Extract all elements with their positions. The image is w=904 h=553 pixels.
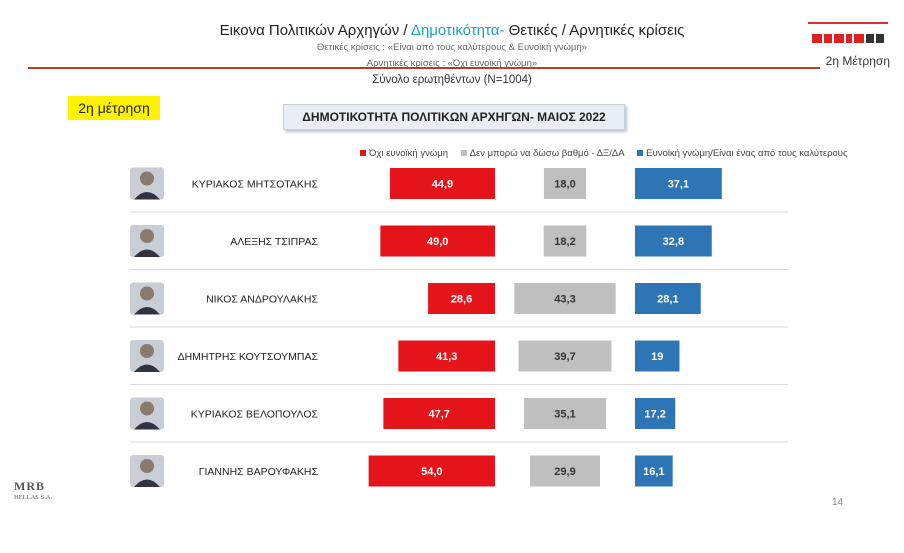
measurement-label: 2η Μέτρηση — [825, 54, 890, 68]
subtitle-positive: Θετικές κρίσεις : «Είναι από τους καλύτε… — [317, 42, 587, 53]
bar-negative — [380, 225, 495, 257]
bar-negative — [389, 168, 495, 199]
bar-neutral — [518, 340, 612, 372]
mrb-logo-subtext: HELLAS S.A. — [14, 494, 53, 501]
bar-neutral — [514, 283, 616, 314]
category-label: ΚΥΡΙΑΚΟΣ ΒΕΛΟΠΟΥΛΟΣ — [191, 409, 319, 421]
measurement-badge: 2η μέτρηση — [68, 96, 160, 120]
category-label: ΑΛΕΞΗΣ ΤΣΙΠΡΑΣ — [230, 236, 318, 248]
legend-label: Ευνοϊκή γνώμη/Είναι ένας από τους καλύτε… — [646, 148, 848, 159]
bar-positive — [635, 340, 680, 372]
page-title: Εικονα Πολιτικών Αρχηγών / Δημοτικότητα-… — [219, 22, 685, 39]
bar-neutral — [543, 225, 587, 257]
bar-positive — [635, 168, 722, 199]
data-label: 32,8 — [663, 236, 684, 248]
politician-avatar — [130, 397, 164, 430]
data-label: 37,1 — [668, 179, 689, 191]
legend-item-neutral: Δεν μπορώ να δώσω βαθμό - ΔΞ/ΔΑ — [460, 148, 625, 159]
politician-avatar — [130, 282, 164, 315]
bar-negative — [383, 398, 495, 429]
legend-item-negative: Όχι ευνοϊκή γνώμη — [360, 148, 448, 159]
politician-avatar — [130, 225, 164, 257]
chart-title: ΔΗΜΟΤΙΚΟΤΗΤΑ ΠΟΛΙΤΙΚΩΝ ΑΡΧΗΓΩΝ- ΜΑΙΟΣ 20… — [283, 104, 625, 130]
bar-negative — [428, 283, 495, 314]
bar-negative — [398, 340, 495, 372]
bar-negative — [368, 455, 495, 487]
legend-label: Δεν μπορώ να δώσω βαθμό - ΔΞ/ΔΑ — [469, 148, 625, 159]
data-label: 29,9 — [554, 466, 575, 478]
data-label: 28,1 — [657, 294, 678, 306]
data-label: 43,3 — [554, 294, 575, 306]
category-label: ΚΥΡΙΑΚΟΣ ΜΗΤΣΟΤΑΚΗΣ — [192, 179, 319, 191]
bar-positive — [635, 283, 701, 314]
legend-swatch-negative — [360, 150, 366, 157]
data-label: 41,3 — [436, 351, 457, 363]
mrb-logo: MRB HELLAS S.A. — [14, 479, 58, 501]
data-label: 18,0 — [554, 179, 575, 191]
category-label: ΝΙΚΟΣ ΑΝΔΡΟΥΛΑΚΗΣ — [206, 294, 318, 306]
bar-positive — [635, 398, 676, 429]
category-label: ΓΙΑΝΝΗΣ ΒΑΡΟΥΦΑΚΗΣ — [199, 466, 319, 478]
legend-swatch-neutral — [460, 150, 467, 157]
data-label: 44,9 — [432, 179, 453, 191]
legend-item-positive: Ευνοϊκή γνώμη/Είναι ένας από τους καλύτε… — [637, 148, 848, 159]
bar-neutral — [530, 455, 600, 487]
bar-positive — [635, 455, 673, 487]
politician-avatar — [130, 167, 164, 200]
data-label: 39,7 — [554, 351, 575, 363]
data-label: 16,1 — [643, 466, 664, 478]
data-label: 28,6 — [451, 294, 472, 306]
bar-neutral — [543, 168, 587, 199]
category-label: ΔΗΜΗΤΡΗΣ ΚΟΥΤΣΟΥΜΠΑΣ — [178, 351, 319, 363]
mrb-logo-text: MRB — [14, 479, 45, 493]
legend-label: Όχι ευνοϊκή γνώμη — [369, 148, 449, 159]
logo-rule — [808, 22, 888, 24]
sample-size: Σύνολο ερωτηθέντων (N=1004) — [372, 74, 532, 86]
data-label: 49,0 — [427, 236, 448, 248]
page-number: 14 — [832, 497, 844, 508]
data-label: 35,1 — [554, 409, 575, 421]
bar-positive — [635, 225, 712, 257]
politician-avatar — [130, 455, 164, 487]
data-label: 19 — [651, 351, 663, 363]
header-rule — [28, 67, 820, 69]
data-label: 54,0 — [421, 466, 442, 478]
bar-neutral — [523, 398, 607, 429]
politician-avatar — [130, 340, 164, 372]
data-label: 18,2 — [554, 236, 575, 248]
data-label: 17,2 — [644, 409, 665, 421]
subtitle-negative: Αρνητικές κρίσεις : «Όχι ευνοϊκή γνώμη» — [366, 58, 538, 69]
legend-swatch-positive — [637, 150, 644, 157]
data-label: 47,7 — [428, 409, 449, 421]
media-logo-icon — [808, 28, 888, 48]
chart-legend: Όχι ευνοϊκή γνώμη Δεν μπορώ να δώσω βαθμ… — [360, 148, 858, 159]
